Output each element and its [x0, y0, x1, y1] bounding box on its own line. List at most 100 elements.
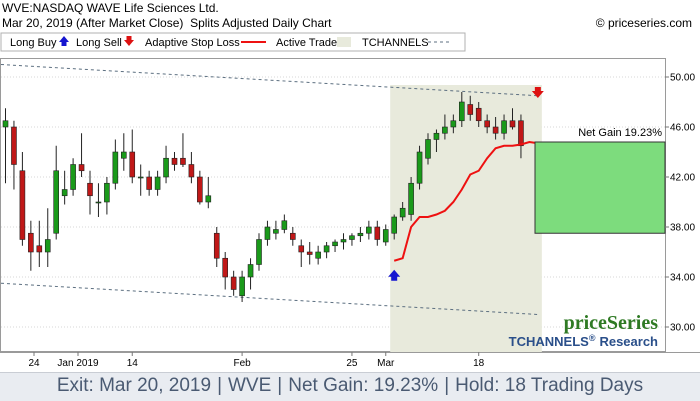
candle-body — [239, 276, 245, 297]
candle-body — [171, 157, 178, 165]
candle-body — [289, 232, 296, 240]
candle-up — [104, 177, 110, 215]
candle-down — [28, 220, 34, 271]
y-tick-label: 50.00 — [670, 73, 695, 84]
legend: Long Buy Long Sell Adaptive Stop Loss Ac… — [0, 32, 466, 52]
candle-down — [475, 102, 482, 127]
candle-body — [129, 151, 136, 178]
channel-upper-line — [0, 64, 538, 97]
candle-body — [137, 176, 144, 179]
candle-up — [61, 170, 68, 205]
net-gain: Net Gain 19.23% — [534, 127, 666, 234]
y-tick-label: 34.00 — [670, 273, 695, 284]
candle-body — [87, 182, 93, 197]
candle-body — [61, 189, 68, 197]
net-gain-box — [534, 141, 666, 234]
candle-up — [239, 270, 245, 302]
trade-summary-footer: Exit: Mar 20, 2019 | WVE | Net Gain: 19.23% |… — [0, 372, 700, 401]
candle-up — [323, 242, 330, 259]
candle-up — [247, 258, 254, 290]
candle-down — [222, 252, 228, 290]
candle-down — [78, 133, 85, 177]
candle-up — [95, 183, 102, 217]
y-tick-label: 46.00 — [670, 123, 695, 134]
y-tick-label: 30.00 — [670, 323, 695, 334]
candle-body — [408, 182, 414, 215]
buy-marker-icon — [388, 269, 401, 281]
candle-down — [298, 239, 305, 267]
y-tick-label: 42.00 — [670, 173, 695, 184]
candle-up — [315, 245, 321, 265]
chart-title: WVE:NASDAQ WAVE Life Sciences Ltd. — [2, 1, 219, 15]
candle-body — [146, 176, 152, 190]
candle-body — [315, 251, 321, 259]
candle-up — [501, 114, 507, 140]
candle-body — [450, 120, 457, 128]
candle-body — [382, 229, 389, 243]
tchannels-research-name: TCHANNELS — [509, 334, 589, 349]
candle-up — [2, 108, 9, 184]
sell-arrow-icon — [124, 36, 134, 46]
candle-body — [281, 220, 288, 230]
candle-body — [121, 151, 127, 159]
candle-up — [273, 220, 279, 240]
stop-loss-line — [393, 140, 538, 262]
candle-body — [197, 176, 203, 203]
x-tick-label: 18 — [473, 358, 485, 369]
sell-marker-icon — [531, 87, 544, 98]
candle-body — [273, 229, 279, 234]
candle-up — [112, 139, 119, 190]
candle-up — [349, 233, 355, 246]
candle-down — [230, 270, 237, 296]
candle-body — [180, 157, 186, 165]
candle-up — [70, 158, 76, 196]
candle-down — [374, 220, 381, 246]
candle-down — [484, 114, 490, 134]
tchannels-research-label: TCHANNELS® Research — [509, 333, 658, 349]
candle-body — [366, 226, 372, 234]
candle-up — [416, 145, 423, 190]
exit-label: Exit: Mar 20, 2019 — [56, 375, 212, 396]
candle-up — [44, 208, 51, 267]
y-tick-label: 38.00 — [670, 223, 695, 234]
candle-body — [323, 245, 330, 253]
candle-down — [87, 170, 93, 215]
candle-down — [11, 120, 17, 190]
candle-body — [425, 139, 431, 159]
candle-body — [416, 151, 423, 184]
x-tick-label: 24 — [28, 358, 40, 369]
candle-up — [205, 177, 212, 209]
legend-tchannels-label: TCHANNELS — [362, 37, 429, 49]
candle-down — [518, 114, 524, 159]
candle-body — [11, 126, 17, 165]
candle-up — [425, 133, 431, 165]
x-tick-label: 14 — [127, 358, 139, 369]
candle-down — [146, 170, 152, 196]
candle-body — [53, 170, 60, 234]
candles — [2, 92, 524, 302]
candle-body — [357, 232, 364, 237]
candle-body — [332, 241, 338, 247]
candle-up — [340, 233, 347, 250]
adaptive-stop-loss — [393, 140, 538, 262]
candle-up — [366, 220, 372, 240]
candle-down — [171, 152, 178, 171]
candle-body — [95, 201, 102, 204]
candle-down — [19, 152, 26, 246]
x-tick-label: Mar — [377, 358, 395, 369]
candle-up — [357, 227, 364, 242]
candle-body — [70, 164, 76, 190]
x-tick-label: Feb — [233, 358, 251, 369]
candle-body — [442, 126, 448, 134]
candle-up — [399, 202, 406, 221]
copyright-label: © priceseries.com — [595, 16, 692, 30]
research-word: Research — [599, 334, 658, 349]
candle-up — [121, 133, 127, 171]
candle-body — [104, 182, 110, 203]
candle-body — [340, 239, 347, 243]
candle-down — [188, 152, 195, 184]
candle-body — [256, 239, 262, 265]
legend-long-buy-label: Long Buy — [10, 37, 57, 49]
hold-label: Hold: 18 Trading Days — [455, 375, 644, 396]
x-axis: 24 Jan 2019 14 Feb 25 Mar 18 — [28, 352, 485, 369]
